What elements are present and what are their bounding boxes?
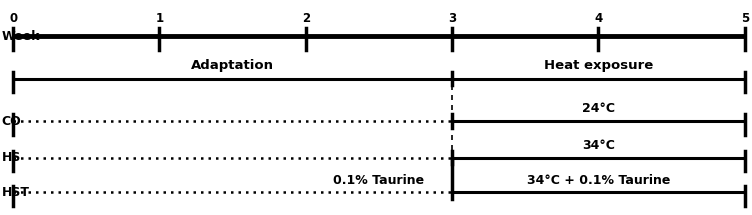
Text: 0.1% Taurine: 0.1% Taurine xyxy=(333,174,424,187)
Text: Adaptation: Adaptation xyxy=(191,59,274,72)
Text: 24°C: 24°C xyxy=(582,102,615,115)
Text: 34°C: 34°C xyxy=(582,139,615,152)
Text: CO: CO xyxy=(2,115,21,127)
Text: 34°C + 0.1% Taurine: 34°C + 0.1% Taurine xyxy=(526,174,670,187)
Text: 0: 0 xyxy=(9,12,17,25)
Text: 1: 1 xyxy=(156,12,163,25)
Text: Week: Week xyxy=(2,30,40,43)
Text: 4: 4 xyxy=(594,12,602,25)
Text: Heat exposure: Heat exposure xyxy=(544,59,653,72)
Text: 3: 3 xyxy=(448,12,456,25)
Text: HST: HST xyxy=(2,186,29,199)
Text: HS: HS xyxy=(2,151,21,164)
Text: 5: 5 xyxy=(741,12,749,25)
Text: 2: 2 xyxy=(302,12,310,25)
